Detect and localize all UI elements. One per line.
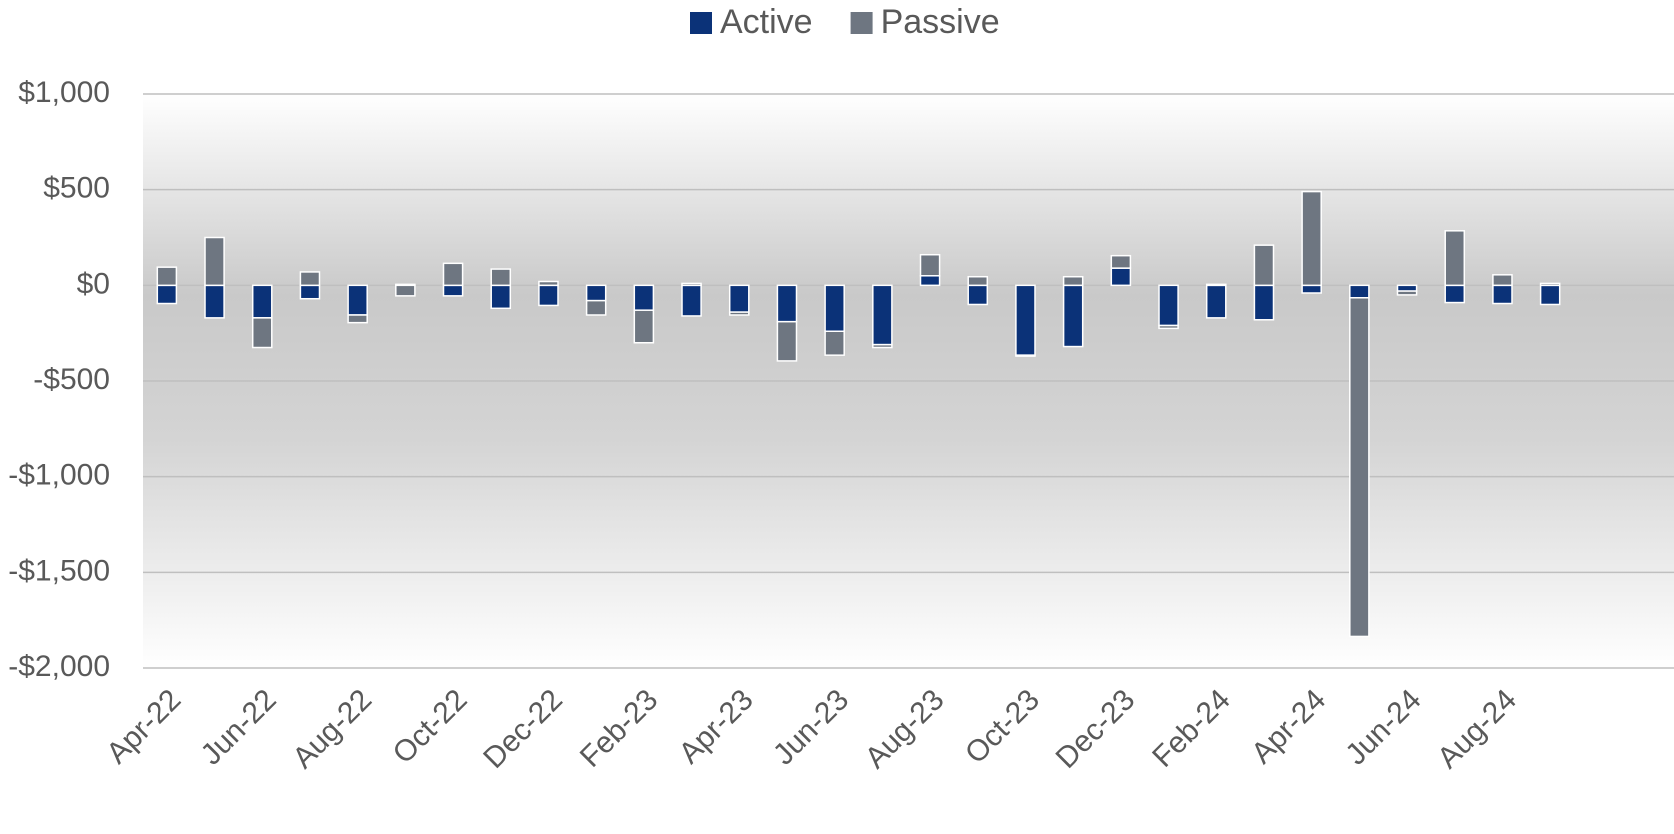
bar bbox=[156, 266, 178, 287]
y-tick-label: -$1,000 bbox=[8, 459, 110, 492]
bar bbox=[1253, 244, 1275, 287]
x-tick-label: Apr-22 bbox=[100, 683, 187, 770]
x-tick-label: Apr-24 bbox=[1245, 683, 1332, 770]
bar bbox=[299, 284, 321, 300]
bar bbox=[1539, 282, 1561, 287]
bar bbox=[919, 253, 941, 277]
bar bbox=[585, 284, 607, 302]
x-tick-label: Jun-23 bbox=[767, 683, 855, 771]
bar bbox=[872, 343, 893, 349]
bar bbox=[1015, 284, 1036, 356]
bar bbox=[633, 309, 655, 344]
bar bbox=[1205, 283, 1227, 287]
x-tick-label: Aug-22 bbox=[286, 683, 378, 775]
bar bbox=[1396, 284, 1418, 292]
y-tick-label: -$500 bbox=[33, 363, 110, 396]
x-tick-label: Apr-23 bbox=[673, 683, 760, 770]
bar bbox=[442, 284, 464, 297]
bar bbox=[251, 284, 273, 319]
bar bbox=[1062, 275, 1084, 287]
bar bbox=[633, 284, 655, 311]
bar bbox=[1301, 190, 1322, 287]
x-tick-label: Oct-22 bbox=[387, 683, 474, 770]
legend-label: Active bbox=[720, 3, 813, 41]
bar bbox=[681, 282, 702, 287]
x-tick-label: Jun-24 bbox=[1339, 683, 1427, 771]
bar bbox=[1396, 290, 1418, 296]
bar bbox=[1492, 274, 1513, 287]
x-tick-label: Aug-23 bbox=[859, 683, 951, 775]
legend: Active Passive bbox=[690, 3, 1000, 41]
bar bbox=[1253, 284, 1275, 321]
bar bbox=[1492, 284, 1513, 305]
legend-swatch bbox=[850, 12, 873, 34]
legend-swatch bbox=[690, 12, 712, 34]
y-tick-label: $500 bbox=[43, 172, 110, 205]
bar bbox=[395, 284, 416, 297]
x-tick-label: Jun-22 bbox=[195, 683, 283, 771]
bar bbox=[204, 236, 225, 287]
bar bbox=[1349, 284, 1370, 299]
bar bbox=[490, 284, 512, 310]
bar bbox=[538, 280, 559, 287]
bar bbox=[1110, 254, 1132, 269]
bar bbox=[967, 275, 989, 287]
bar bbox=[251, 317, 273, 349]
bar bbox=[347, 314, 368, 324]
bar bbox=[585, 299, 607, 316]
bar bbox=[442, 262, 464, 287]
bar bbox=[1444, 230, 1466, 287]
bar bbox=[1349, 297, 1370, 638]
bar bbox=[919, 275, 941, 287]
y-tick-label: $1,000 bbox=[18, 76, 110, 109]
bar bbox=[490, 268, 512, 287]
bar bbox=[776, 320, 798, 362]
x-tick-label: Feb-23 bbox=[574, 683, 665, 774]
bar bbox=[538, 284, 559, 307]
x-tick-label: Aug-24 bbox=[1431, 683, 1523, 775]
bar bbox=[1158, 284, 1179, 327]
bar bbox=[1539, 284, 1561, 306]
bar bbox=[347, 284, 368, 316]
bar bbox=[299, 271, 321, 287]
bar bbox=[204, 284, 225, 319]
y-tick-label: $0 bbox=[77, 267, 110, 300]
bar bbox=[1110, 267, 1132, 287]
bar bbox=[728, 284, 750, 313]
bar bbox=[1158, 324, 1179, 330]
bar bbox=[1015, 354, 1036, 357]
bar bbox=[1301, 284, 1322, 294]
bar bbox=[1444, 284, 1466, 304]
legend-label: Passive bbox=[881, 3, 1000, 41]
bar bbox=[824, 330, 845, 356]
bar bbox=[776, 284, 798, 323]
bar bbox=[681, 284, 702, 317]
x-tick-label: Dec-22 bbox=[477, 683, 569, 775]
y-tick-label: -$2,000 bbox=[8, 650, 110, 683]
y-tick-label: -$1,500 bbox=[8, 554, 110, 587]
bar bbox=[967, 284, 989, 306]
bar bbox=[156, 284, 178, 305]
bar bbox=[1205, 284, 1227, 319]
bar bbox=[824, 284, 845, 333]
bar bbox=[728, 311, 750, 316]
x-tick-label: Oct-23 bbox=[959, 683, 1046, 770]
x-tick-label: Feb-24 bbox=[1146, 683, 1237, 774]
bar bbox=[872, 284, 893, 346]
x-tick-label: Dec-23 bbox=[1050, 683, 1142, 775]
bar bbox=[1062, 284, 1084, 348]
